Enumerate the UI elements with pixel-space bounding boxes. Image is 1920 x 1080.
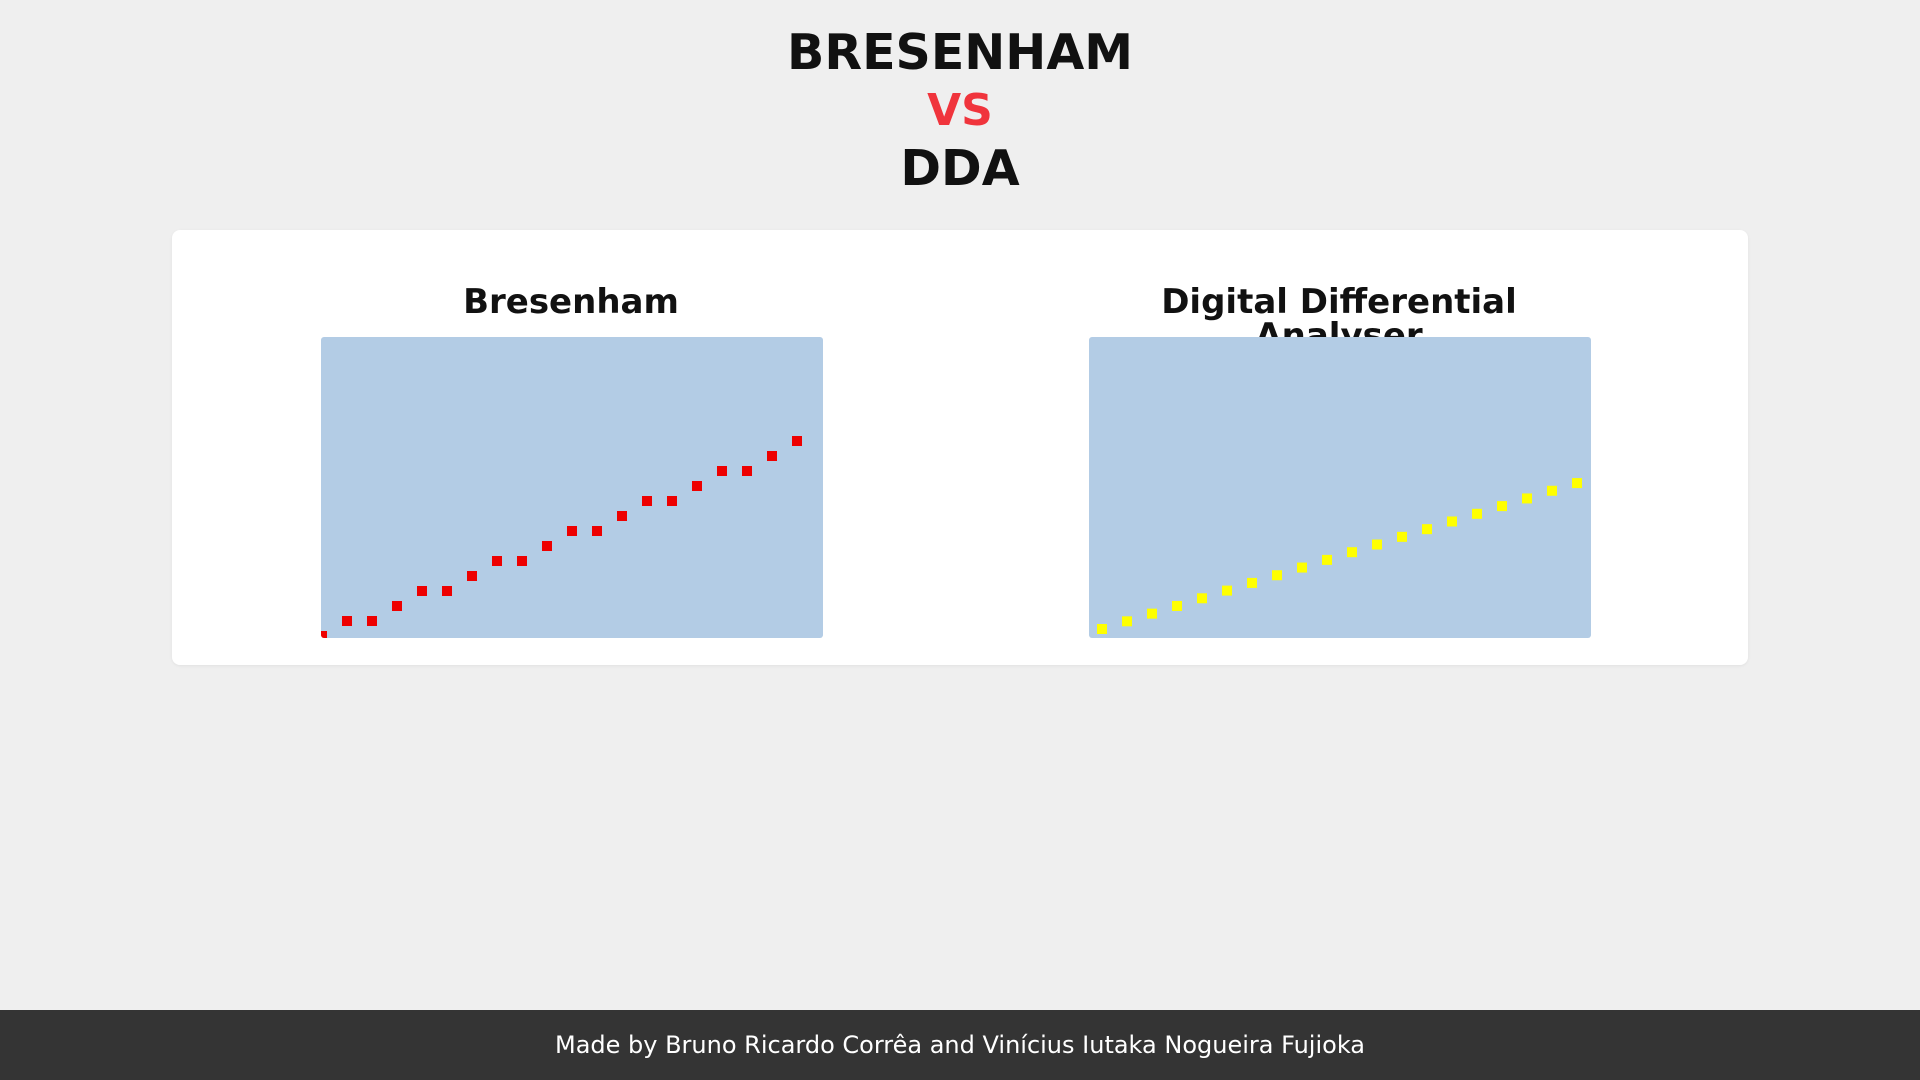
- bresenham-pixel: [367, 616, 377, 626]
- dda-pixel: [1222, 585, 1232, 596]
- bresenham-pixel: [392, 601, 402, 611]
- bresenham-pixel: [517, 556, 527, 566]
- dda-plot: [1089, 337, 1591, 638]
- bresenham-pixel: [692, 481, 702, 491]
- dda-pixel: [1397, 531, 1407, 542]
- bresenham-pixel: [642, 496, 652, 506]
- bresenham-pixel: [442, 586, 452, 596]
- bresenham-background: [321, 337, 823, 638]
- dda-pixel: [1447, 516, 1457, 527]
- dda-pixel: [1197, 593, 1207, 604]
- footer-credit: Made by Bruno Ricardo Corrêa and Viníciu…: [554, 1031, 1365, 1059]
- bresenham-pixel: [792, 436, 802, 446]
- bresenham-pixel: [592, 526, 602, 536]
- title-bresenham: BRESENHAM: [786, 24, 1133, 81]
- dda-background: [1089, 337, 1591, 638]
- bresenham-pixel: [542, 541, 552, 551]
- dda-pixel: [1322, 554, 1332, 565]
- dda-pixel: [1147, 608, 1157, 619]
- bresenham-pixel: [742, 466, 752, 476]
- dda-pixel: [1422, 524, 1432, 535]
- dda-pixel: [1247, 577, 1257, 588]
- dda-pixel: [1547, 485, 1557, 496]
- dda-pixel: [1122, 616, 1132, 627]
- bresenham-pixel: [467, 571, 477, 581]
- bresenham-plot: [321, 337, 823, 638]
- bresenham-pixel: [321, 631, 327, 638]
- dda-pixel: [1347, 547, 1357, 558]
- bresenham-pixel: [492, 556, 502, 566]
- dda-pixel: [1297, 562, 1307, 573]
- dda-pixel: [1172, 600, 1182, 611]
- dda-pixel: [1572, 478, 1582, 489]
- dda-pixel: [1472, 508, 1482, 519]
- title-dda: DDA: [900, 140, 1020, 197]
- bresenham-canvas: [321, 337, 823, 638]
- title-vs: VS: [927, 85, 993, 136]
- footer: Made by Bruno Ricardo Corrêa and Viníciu…: [0, 1010, 1920, 1080]
- bresenham-pixel: [667, 496, 677, 506]
- bresenham-panel-title: Bresenham: [463, 282, 679, 322]
- dda-canvas: [1089, 337, 1591, 638]
- bresenham-pixel: [717, 466, 727, 476]
- bresenham-pixel: [342, 616, 352, 626]
- comparison-card: Bresenham Digital Differential Analyser: [172, 230, 1748, 665]
- bresenham-pixel: [417, 586, 427, 596]
- bresenham-pixel: [617, 511, 627, 521]
- dda-panel-title: Digital Differential Analyser: [1161, 282, 1517, 356]
- dda-pixel: [1497, 501, 1507, 512]
- dda-pixel: [1272, 570, 1282, 581]
- dda-pixel: [1372, 539, 1382, 550]
- bresenham-pixel: [567, 526, 577, 536]
- bresenham-pixel: [767, 451, 777, 461]
- dda-pixel: [1097, 624, 1107, 634]
- dda-pixel: [1522, 493, 1532, 504]
